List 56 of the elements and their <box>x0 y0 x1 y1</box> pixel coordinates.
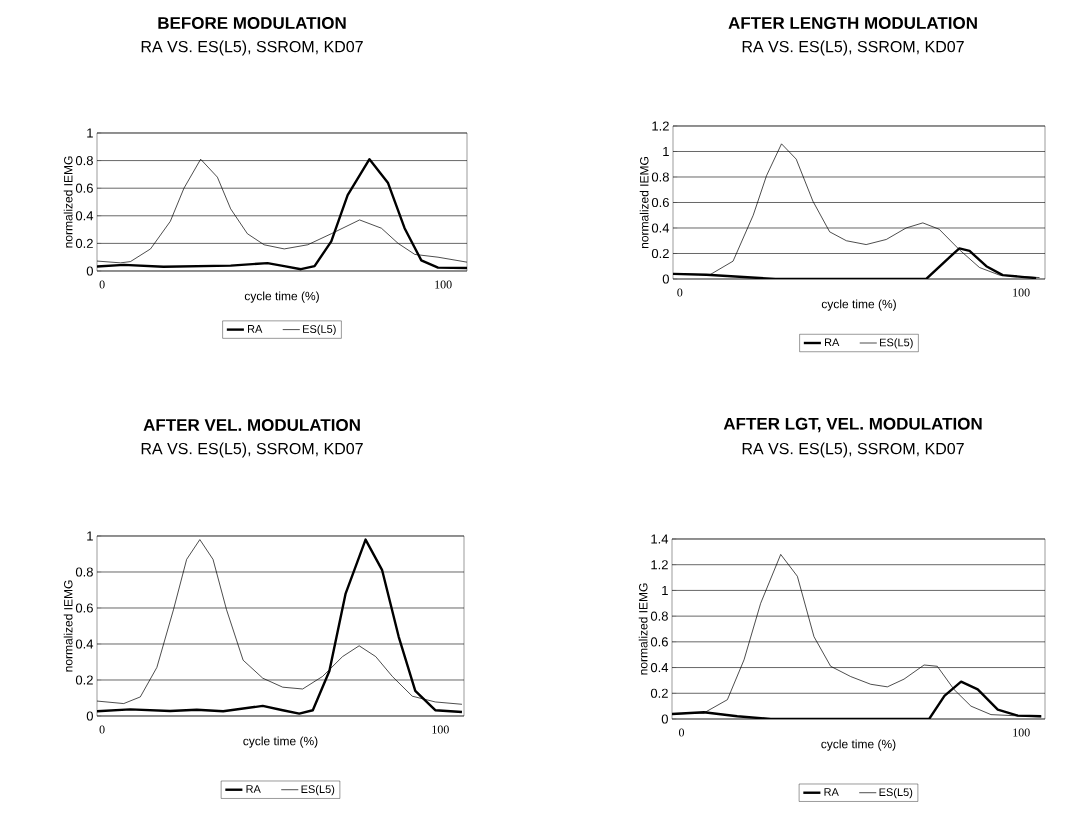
x-tick-label: 0 <box>99 725 105 734</box>
x-axis-title: cycle time (%) <box>243 736 318 748</box>
chart-subtitle: RA VS. ES(L5), SSROM, KD07 <box>141 40 363 56</box>
x-tick-label: 0 <box>678 728 685 737</box>
x-tick-label: 100 <box>1013 728 1030 737</box>
legend-label: ES(L5) <box>301 784 335 796</box>
chart-subtitle: RA VS. ES(L5), SSROM, KD07 <box>742 442 964 458</box>
y-tick-label: 1.4 <box>651 534 669 544</box>
y-tick-label: 0.6 <box>650 637 668 647</box>
y-tick-label: 0.2 <box>75 238 93 248</box>
y-tick-label: 0.8 <box>75 155 93 166</box>
x-axis-title: cycle time (%) <box>821 739 896 751</box>
chart-subtitle: RA VS. ES(L5), SSROM, KD07 <box>742 40 964 56</box>
y-tick-label: 1.2 <box>652 121 669 131</box>
y-tick-label: 1.2 <box>651 560 668 570</box>
y-tick-label: 0 <box>86 711 93 721</box>
x-axis-title: cycle time (%) <box>244 291 319 303</box>
y-axis-title: normalized IEMG <box>639 157 649 249</box>
y-tick-label: 0.8 <box>651 172 669 182</box>
y-tick-label: 0.8 <box>75 567 93 577</box>
x-axis-title: cycle time (%) <box>821 299 896 311</box>
legend-label: ES(L5) <box>879 787 913 799</box>
y-tick-label: 0.2 <box>75 675 93 685</box>
chart-subtitle: RA VS. ES(L5), SSROM, KD07 <box>141 442 363 458</box>
legend-label: RA <box>824 788 839 796</box>
legend-label: RA <box>246 785 261 793</box>
y-tick-label: 1 <box>87 128 93 138</box>
legend-label: RA <box>248 325 263 333</box>
legend-label: ES(L5) <box>303 324 336 336</box>
y-tick-label: 0.2 <box>651 248 669 259</box>
y-axis-title: normalized IEMG <box>63 580 73 672</box>
y-tick-label: 0.6 <box>651 197 669 208</box>
y-tick-label: 1 <box>87 531 93 541</box>
chart-title: AFTER LENGTH MODULATION <box>728 16 977 30</box>
y-tick-label: 0 <box>86 266 93 276</box>
legend-label: ES(L5) <box>880 338 913 349</box>
x-tick-label: 100 <box>432 725 449 734</box>
y-axis-title: normalized IEMG <box>63 156 73 248</box>
y-tick-label: 0.8 <box>650 611 668 621</box>
y-tick-label: 1 <box>663 147 669 156</box>
y-tick-label: 0 <box>661 714 668 724</box>
y-tick-label: 0.4 <box>75 639 94 649</box>
y-axis-title: normalized IEMG <box>638 583 648 675</box>
y-tick-label: 0.4 <box>650 662 669 673</box>
y-tick-label: 0.2 <box>650 688 668 698</box>
chart-title: BEFORE MODULATION <box>158 16 346 30</box>
y-tick-label: 1 <box>662 585 668 595</box>
x-tick-label: 100 <box>1013 288 1030 297</box>
y-tick-label: 0.6 <box>75 603 93 613</box>
legend-label: RA <box>825 338 840 347</box>
y-tick-label: 0.4 <box>75 211 94 221</box>
y-tick-label: 0.4 <box>651 223 670 233</box>
chart-title: AFTER LGT, VEL. MODULATION <box>723 417 982 433</box>
y-tick-label: 0.6 <box>75 183 93 193</box>
chart-title: AFTER VEL. MODULATION <box>143 418 360 432</box>
x-tick-label: 100 <box>435 280 452 289</box>
